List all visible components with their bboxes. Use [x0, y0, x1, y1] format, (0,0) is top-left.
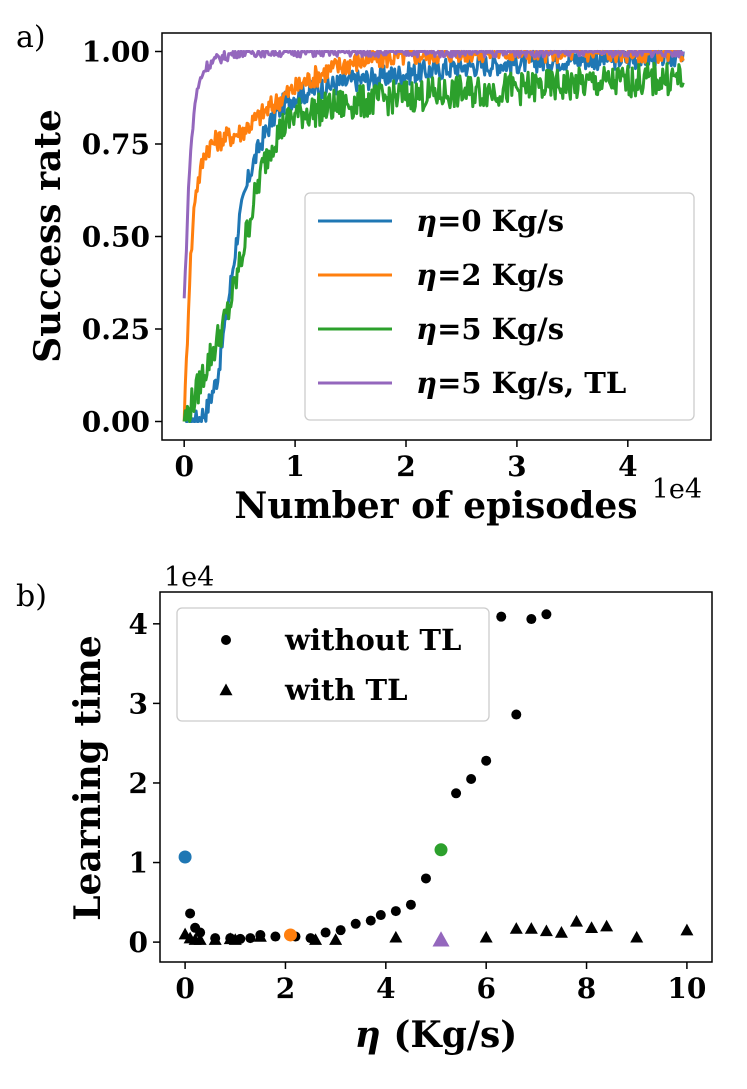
data-point — [375, 910, 386, 921]
data-point — [208, 933, 222, 945]
legend-label: without TL — [284, 623, 461, 657]
panel-b-y-ticks: 0 1 2 3 4 — [129, 608, 160, 959]
data-point — [680, 923, 694, 936]
panel-b-y-multiplier: 1e4 — [164, 562, 214, 593]
data-point — [526, 614, 537, 625]
panel-a-letter: a) — [16, 20, 46, 55]
legend-label: with TL — [284, 673, 408, 707]
data-point — [509, 922, 523, 934]
data-point — [228, 933, 242, 945]
legend-label: η=5 Kg/s, TL — [416, 366, 626, 400]
panel-a-legend: η=0 Kg/s η=2 Kg/s η=5 Kg/s η=5 Kg/s, TL — [304, 192, 695, 421]
panel-b-legend: without TL with TL — [176, 607, 490, 722]
panel-a-y-axis-label: Success rate — [27, 109, 69, 363]
data-point — [219, 683, 233, 696]
data-point — [511, 709, 522, 720]
data-point — [451, 788, 462, 799]
data-point — [245, 933, 256, 944]
panel-a-success-rate-chart: a) 0 1 2 3 4 0.00 0.25 0.50 0.75 1.00 1e4 Number… — [16, 20, 712, 527]
data-point — [178, 850, 192, 864]
panel-a-x-multiplier: 1e4 — [652, 474, 702, 505]
y-tick-label: 0.50 — [82, 221, 150, 254]
legend-label: η=2 Kg/s — [416, 258, 564, 292]
data-point — [496, 611, 507, 622]
data-point — [554, 926, 568, 938]
panel-b-letter: b) — [16, 579, 47, 614]
data-point — [320, 927, 331, 938]
x-tick-label: 1 — [285, 450, 304, 483]
panel-b-x-ticks: 0 2 4 6 8 10 — [175, 962, 706, 1005]
data-point — [195, 927, 206, 938]
data-point — [309, 933, 323, 945]
data-point — [405, 899, 416, 910]
x-tick-label: 0 — [174, 450, 193, 483]
data-point — [283, 928, 297, 942]
data-point — [365, 915, 376, 926]
data-point — [350, 918, 361, 929]
y-tick-label: 2 — [129, 767, 148, 800]
data-point — [434, 843, 448, 857]
panel-b-y-axis-label: Learning time — [67, 635, 109, 921]
panel-b-legend-box — [176, 607, 490, 722]
data-point — [600, 919, 614, 932]
data-point — [329, 933, 343, 945]
data-point — [539, 924, 553, 937]
x-tick-label: 6 — [476, 972, 495, 1005]
x-tick-label: 2 — [276, 972, 295, 1005]
data-point — [585, 921, 599, 933]
data-point — [185, 908, 196, 919]
x-tick-label: 10 — [667, 972, 706, 1005]
panel-a-x-axis-label: Number of episodes — [234, 485, 637, 527]
data-point — [193, 933, 207, 945]
data-point — [524, 922, 538, 934]
y-tick-label: 3 — [129, 687, 148, 720]
data-point — [479, 930, 493, 943]
eta-unit: (Kg/s) — [381, 1014, 517, 1056]
data-point — [630, 930, 644, 943]
panel-a-y-ticks: 0.00 0.25 0.50 0.75 1.00 — [82, 36, 162, 439]
data-point — [389, 930, 403, 943]
data-point — [335, 925, 346, 936]
x-tick-label: 3 — [507, 450, 526, 483]
series-line-3 — [182, 61, 685, 423]
panel-b-learning-time-chart: b) 0 2 4 6 8 10 0 1 2 3 4 1e4 η (Kg/s) Learning t… — [16, 562, 713, 1056]
data-point — [253, 930, 267, 942]
data-point — [481, 755, 492, 766]
legend-label: η=0 Kg/s — [416, 204, 564, 238]
panel-b-points-group — [178, 609, 694, 947]
data-point — [570, 914, 584, 927]
data-point — [541, 609, 552, 620]
data-point — [270, 931, 281, 942]
y-tick-label: 1.00 — [82, 36, 150, 69]
x-tick-label: 2 — [396, 450, 415, 483]
y-tick-label: 0 — [129, 926, 148, 959]
data-point — [466, 773, 477, 784]
x-tick-label: 0 — [175, 972, 194, 1005]
panel-a-series-group — [182, 50, 685, 423]
panel-a-x-ticks: 0 1 2 3 4 — [174, 440, 638, 483]
series-line-4 — [182, 50, 685, 299]
y-tick-label: 0.75 — [82, 128, 150, 161]
panel-b-x-axis-label: η (Kg/s) — [355, 1014, 518, 1056]
eta-symbol: η — [355, 1014, 381, 1056]
legend-label: η=5 Kg/s — [416, 312, 564, 346]
data-point — [390, 906, 401, 917]
x-tick-label: 8 — [577, 972, 596, 1005]
panel-a-legend-box — [304, 192, 695, 421]
y-tick-label: 4 — [129, 608, 148, 641]
x-tick-label: 4 — [618, 450, 637, 483]
y-tick-label: 1 — [129, 847, 148, 880]
data-point — [432, 931, 450, 947]
data-point — [221, 635, 231, 645]
data-point — [420, 873, 431, 884]
y-tick-label: 0.25 — [82, 313, 150, 346]
panel-b-axes-frame — [159, 591, 713, 963]
x-tick-label: 4 — [376, 972, 395, 1005]
y-tick-label: 0.00 — [82, 406, 150, 439]
